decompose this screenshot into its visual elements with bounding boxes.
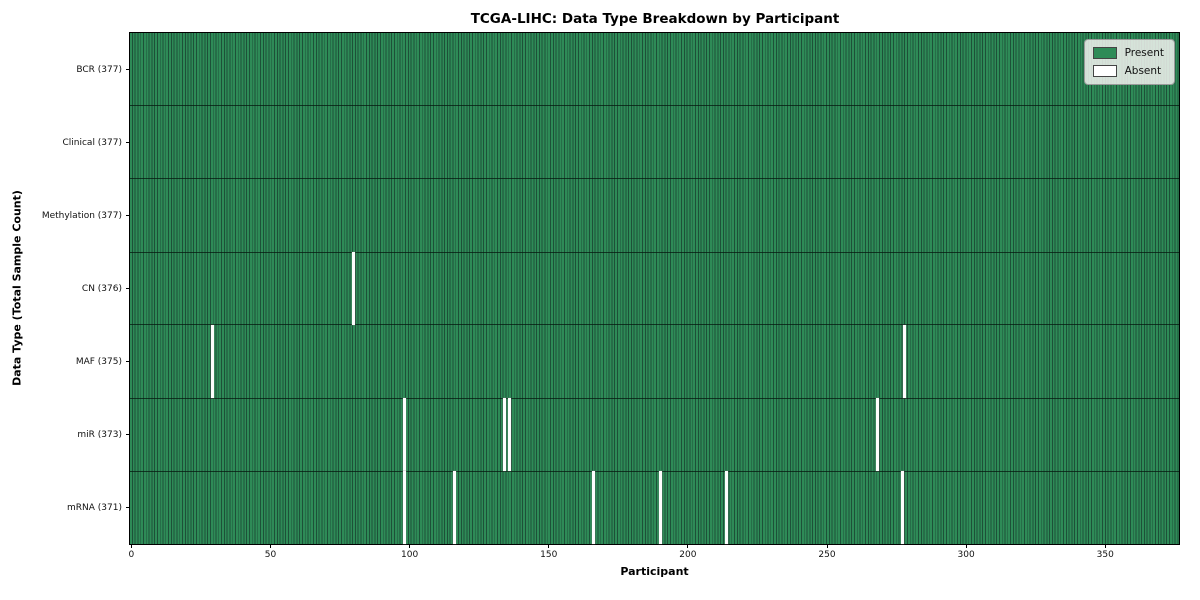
x-tick-label-150: 150 — [540, 550, 558, 560]
x-tick-mark — [826, 544, 828, 548]
x-tick-label-300: 300 — [957, 550, 975, 560]
absent-marker-CN-80 — [352, 252, 356, 325]
x-tick-label-250: 250 — [818, 550, 836, 560]
row-separator — [130, 178, 1179, 180]
present-swatch-icon — [1092, 47, 1117, 59]
x-tick-label-100: 100 — [401, 550, 419, 560]
absent-marker-miR-268 — [875, 398, 879, 471]
row-separator — [130, 397, 1179, 399]
y-tick-mark — [126, 142, 130, 143]
y-tick-mark — [126, 288, 130, 289]
legend-label-absent: Absent — [1124, 65, 1162, 77]
x-tick-mark — [687, 544, 689, 548]
absent-marker-mRNA-116 — [452, 471, 456, 544]
x-tick-mark — [409, 544, 411, 548]
absent-marker-MAF-278 — [903, 325, 907, 398]
y-tick-label-miR: miR (373) — [77, 429, 122, 440]
y-axis-title: Data Type (Total Sample Count) — [10, 190, 24, 386]
legend-entry-present: Present — [1092, 47, 1164, 59]
x-tick-mark — [130, 544, 132, 548]
x-tick-mark — [1104, 544, 1106, 548]
y-tick-label-mRNA: mRNA (371) — [67, 502, 122, 513]
absent-marker-mRNA-98 — [402, 471, 406, 544]
absent-marker-miR-98 — [402, 398, 406, 471]
x-tick-label-0: 0 — [128, 550, 135, 560]
x-tick-mark — [270, 544, 272, 548]
y-tick-label-CN: CN (376) — [81, 283, 122, 294]
absent-swatch-icon — [1092, 65, 1117, 77]
y-tick-label-BCR: BCR (377) — [76, 64, 122, 75]
chart-title: TCGA-LIHC: Data Type Breakdown by Partic… — [470, 11, 840, 27]
absent-marker-mRNA-190 — [658, 471, 662, 544]
y-tick-mark — [126, 434, 130, 435]
y-tick-label-Methylation: Methylation (377) — [41, 210, 122, 221]
x-tick-label-50: 50 — [264, 550, 277, 560]
row-separator — [130, 324, 1179, 326]
y-tick-mark — [126, 507, 130, 508]
y-tick-mark — [126, 68, 130, 70]
row-separator — [130, 105, 1179, 107]
y-tick-mark — [126, 361, 130, 362]
y-tick-mark — [126, 215, 130, 216]
x-tick-label-200: 200 — [679, 550, 697, 560]
absent-marker-mRNA-214 — [725, 471, 729, 544]
absent-marker-miR-136 — [508, 398, 512, 471]
absent-marker-MAF-29 — [210, 325, 214, 398]
y-tick-label-Clinical: Clinical (377) — [62, 137, 122, 148]
absent-marker-miR-134 — [502, 398, 506, 471]
row-separator — [130, 470, 1179, 472]
x-tick-mark — [548, 544, 550, 548]
absent-marker-mRNA-277 — [900, 471, 904, 544]
x-tick-label-350: 350 — [1096, 550, 1114, 560]
row-separator — [130, 251, 1179, 253]
legend: Present Absent — [1083, 39, 1175, 85]
absent-marker-mRNA-166 — [591, 471, 595, 544]
legend-entry-absent: Absent — [1092, 65, 1164, 77]
x-axis-title: Participant — [620, 565, 689, 578]
legend-label-present: Present — [1124, 47, 1164, 59]
y-tick-label-MAF: MAF (375) — [75, 356, 122, 367]
x-tick-mark — [965, 544, 967, 548]
heatmap-plot-area: Present Absent Participant BCR (377) Clin… — [42, 32, 1180, 578]
